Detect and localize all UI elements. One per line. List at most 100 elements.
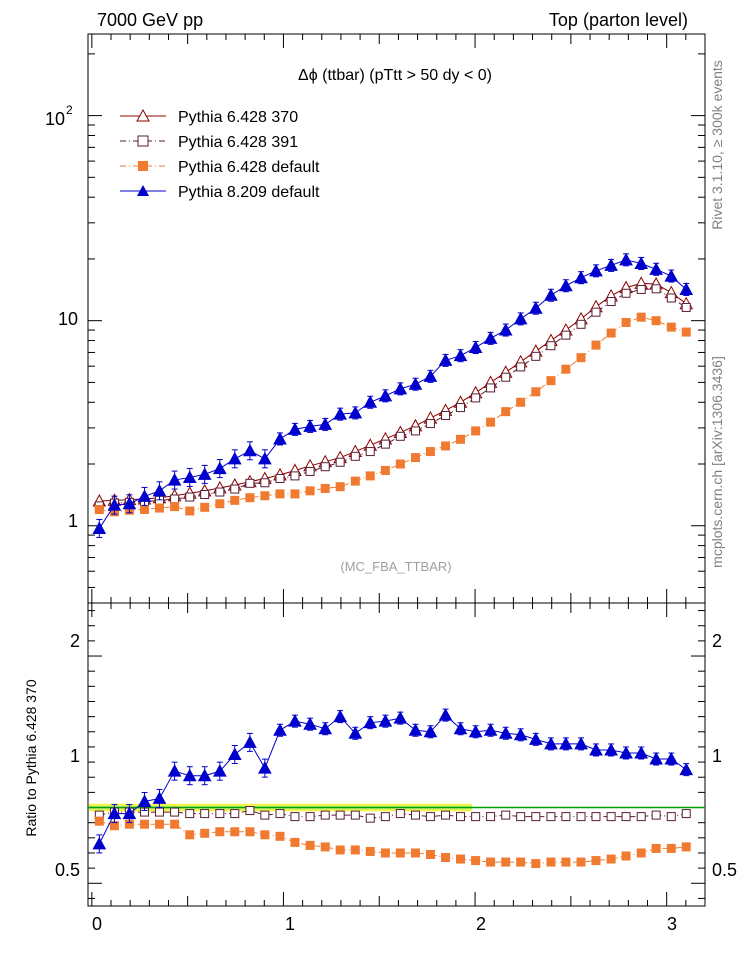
ratio-data-point xyxy=(275,831,285,841)
ratio-data-point xyxy=(453,721,468,735)
legend-entry-pythia6-default: Pythia 6.428 default xyxy=(120,159,320,176)
main-data-point xyxy=(200,490,210,500)
main-data-point xyxy=(651,284,661,294)
ratio-data-point xyxy=(260,830,270,840)
main-data-point xyxy=(122,496,137,510)
ratio-axis-ticks xyxy=(88,603,705,906)
main-data-point xyxy=(468,340,483,353)
ratio-data-point xyxy=(651,843,661,853)
ratio-series-line xyxy=(98,714,687,845)
main-data-point xyxy=(350,476,360,486)
ratio-data-point xyxy=(185,830,195,840)
ratio-data-point xyxy=(604,742,618,756)
ratio-data-point xyxy=(92,836,107,850)
main-data-point xyxy=(531,351,541,361)
main-data-point xyxy=(273,431,287,445)
main-data-point xyxy=(170,494,180,504)
ratio-data-point xyxy=(318,721,333,735)
ratio-data-point xyxy=(574,736,588,750)
main-data-point xyxy=(167,473,182,486)
xtick-label-0: 0 xyxy=(92,914,102,934)
main-data-point xyxy=(546,376,556,386)
legend-entry-pythia8-default: Pythia 8.209 default xyxy=(120,184,320,201)
ratio-data-point xyxy=(561,812,571,822)
ratio-data-point xyxy=(486,857,496,867)
main-data-point xyxy=(423,369,438,382)
main-data-point xyxy=(619,252,633,266)
ratio-data-point xyxy=(516,812,526,822)
main-data-point xyxy=(681,302,691,312)
ratio-data-point xyxy=(516,857,526,867)
ratio-data-point xyxy=(170,807,180,817)
main-data-point xyxy=(182,470,197,483)
ratio-ytick-label-right-0.5: 0.5 xyxy=(712,860,737,880)
main-ytick-label-100-base: 10 xyxy=(45,109,65,129)
ratio-data-point xyxy=(441,853,451,863)
ratio-data-point xyxy=(107,806,122,820)
ratio-data-point xyxy=(320,842,330,852)
ratio-data-point xyxy=(230,809,240,819)
ratio-data-point xyxy=(666,812,676,822)
main-data-point xyxy=(185,506,195,516)
ratio-data-point xyxy=(664,752,679,765)
main-data-point xyxy=(290,489,300,499)
main-data-point xyxy=(679,282,694,295)
ratio-data-point xyxy=(561,857,571,867)
main-data-point xyxy=(335,482,345,492)
main-data-point xyxy=(395,459,405,469)
ratio-data-point xyxy=(185,809,195,819)
main-data-point xyxy=(320,483,330,493)
ratio-data-point xyxy=(154,807,164,817)
legend: Pythia 6.428 370 Pythia 6.428 391 Pythia… xyxy=(120,108,320,201)
ratio-data-point xyxy=(335,845,345,855)
main-data-point xyxy=(350,451,360,461)
ratio-data-point xyxy=(230,827,240,837)
ratio-data-point xyxy=(589,742,603,756)
legend-label-pythia6-default: Pythia 6.428 default xyxy=(178,159,320,176)
ratio-ytick-label-right-1: 1 xyxy=(712,746,722,766)
ratio-data-point xyxy=(636,812,646,822)
main-data-point xyxy=(636,312,646,322)
main-series-line xyxy=(99,288,687,507)
main-data-point xyxy=(288,422,302,435)
main-data-point xyxy=(348,405,363,419)
ratio-data-point xyxy=(666,843,676,853)
ratio-data-point xyxy=(544,736,558,750)
ratio-series-1 xyxy=(94,816,691,869)
main-data-point xyxy=(260,478,270,488)
ratio-data-point xyxy=(348,726,363,739)
ratio-data-point xyxy=(333,709,348,723)
ratio-data-point xyxy=(634,745,649,759)
ratio-data-point xyxy=(649,752,663,765)
main-data-point xyxy=(320,462,330,472)
main-data-point xyxy=(501,372,511,382)
main-data-point xyxy=(483,331,498,344)
ratio-data-point xyxy=(378,714,393,727)
main-data-point xyxy=(516,362,526,372)
ratio-data-point xyxy=(245,827,255,837)
main-data-point xyxy=(245,478,255,488)
ratio-data-point xyxy=(621,812,631,822)
main-data-point xyxy=(305,466,315,476)
ratio-data-point xyxy=(350,810,360,820)
main-data-point xyxy=(92,521,107,534)
main-data-point xyxy=(410,453,420,463)
xtick-label-3: 3 xyxy=(667,914,677,934)
main-data-point xyxy=(621,288,631,298)
main-series-3 xyxy=(92,252,694,538)
main-data-point xyxy=(290,471,300,481)
main-data-point xyxy=(333,407,348,420)
main-data-point xyxy=(606,328,616,338)
ratio-data-point xyxy=(501,857,511,867)
main-plot-title: Δϕ (ttbar) (pTtt > 50 dy < 0) xyxy=(298,67,492,84)
main-data-point xyxy=(664,269,679,282)
main-plot-series xyxy=(92,252,694,538)
ratio-data-point xyxy=(636,848,646,858)
main-data-point xyxy=(591,340,601,350)
main-data-point xyxy=(425,447,435,457)
ratio-series-2 xyxy=(92,708,694,854)
main-data-point xyxy=(561,330,571,340)
main-ytick-label-100-exponent: 2 xyxy=(66,103,73,117)
ratio-ytick-label-right-2: 2 xyxy=(712,631,722,651)
main-data-point xyxy=(516,397,526,407)
